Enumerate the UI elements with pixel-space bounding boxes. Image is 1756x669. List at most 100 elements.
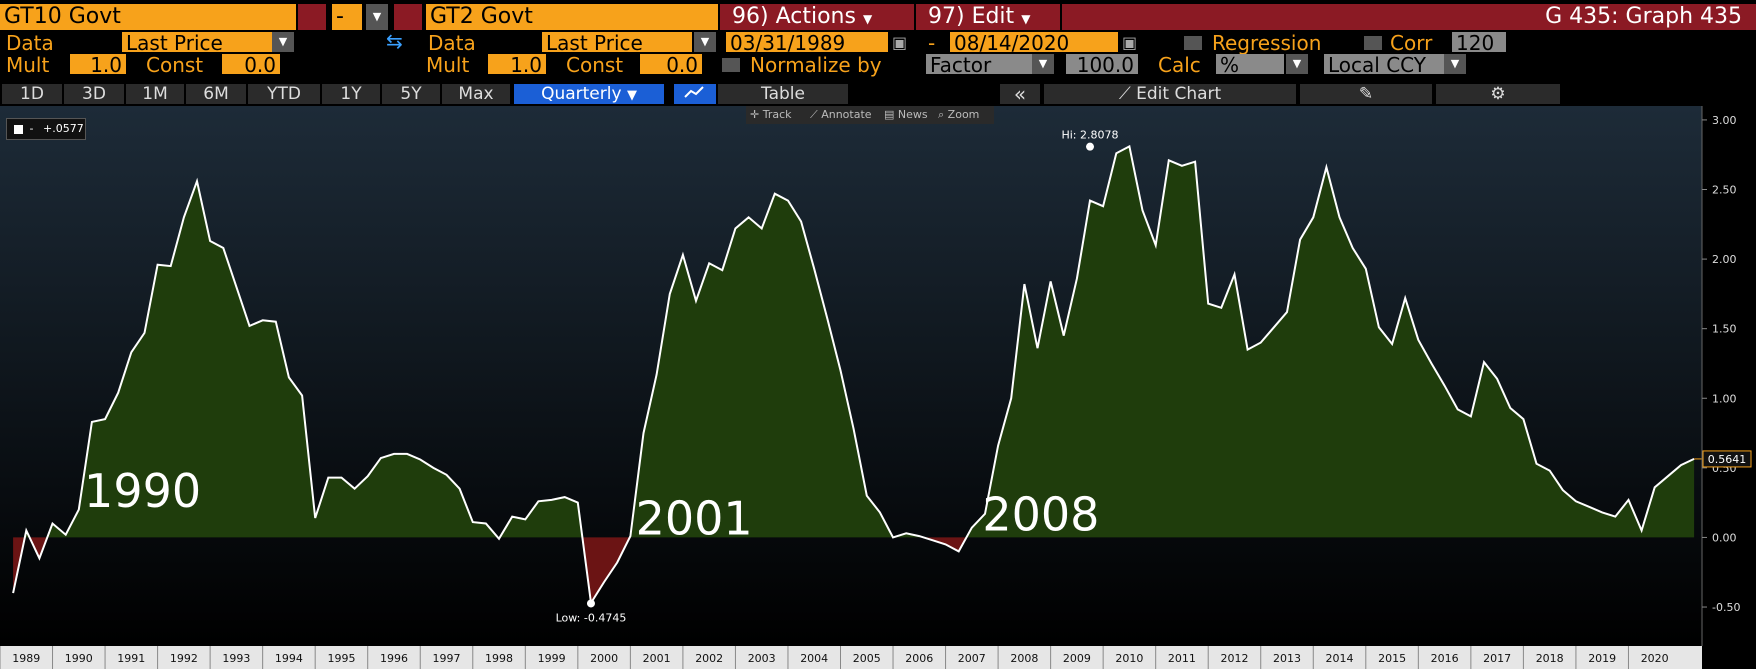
negative-area [29, 537, 48, 559]
field2-dropdown[interactable]: ▼ [694, 32, 716, 52]
ccy-select[interactable]: Local CCY [1324, 54, 1444, 76]
zoom-label: Zoom [947, 108, 980, 121]
legend-box[interactable]: - +.0577 [6, 118, 86, 140]
factor-value-input[interactable]: 100.0 [1066, 54, 1138, 76]
mult1-input[interactable]: 1.0 [70, 54, 126, 76]
actions-button[interactable]: 96) Actions ▼ [720, 4, 914, 30]
const-label-1: Const [146, 53, 204, 77]
low-marker [586, 599, 595, 608]
security1-field[interactable]: GT10 Govt [0, 4, 296, 30]
last-value-tag [1702, 450, 1752, 468]
edit-button[interactable]: 97) Edit ▼ [916, 4, 1060, 30]
regression-label: Regression [1212, 31, 1322, 55]
pencil-button[interactable]: ✎ [1300, 84, 1432, 104]
corr-value-input[interactable]: 120 [1452, 32, 1506, 54]
regression-checkbox[interactable] [1184, 36, 1202, 50]
ccy-dropdown[interactable]: ▼ [1444, 54, 1466, 74]
quarterly-label: Quarterly [541, 84, 622, 104]
const-label-2: Const [566, 53, 624, 77]
field2-select[interactable]: Last Price [542, 32, 692, 54]
edit-chart-button[interactable]: ⟋ Edit Chart [1044, 84, 1296, 104]
pen-icon: ⟋ [810, 108, 818, 121]
x-tick-label: 1999 [538, 652, 566, 665]
zoom-tool[interactable]: ⌕ Zoom [938, 106, 980, 124]
tab-1y[interactable]: 1Y [322, 84, 380, 104]
year-annotation: 2008 [982, 487, 1099, 541]
negative-area [923, 537, 967, 552]
tab-6m[interactable]: 6M [186, 84, 246, 104]
low-label: Low: -0.4745 [556, 611, 627, 624]
tab-1m[interactable]: 1M [126, 84, 184, 104]
chevron-down-icon: ▼ [862, 12, 873, 26]
corr-label: Corr [1390, 31, 1433, 55]
last-value-label: 0.5641 [1708, 453, 1747, 466]
calc-select[interactable]: % [1216, 54, 1284, 76]
x-tick-label: 2015 [1378, 652, 1406, 665]
news-tool[interactable]: ▤ News [884, 106, 928, 124]
edit-chart-icon: ⟋ [1118, 84, 1131, 104]
magnifier-icon: ⌕ [938, 108, 945, 121]
start-date-input[interactable]: 03/31/1989 [726, 32, 888, 54]
swap-icon[interactable]: ⇆ [386, 29, 403, 53]
quarterly-select[interactable]: Quarterly ▼ [514, 84, 664, 104]
track-label: Track [762, 108, 792, 121]
mult2-input[interactable]: 1.0 [488, 54, 546, 76]
actions-label: 96) Actions [732, 4, 856, 29]
spread-chart[interactable]: 3.002.502.001.501.000.500.00-0.50 Hi: 2.… [0, 106, 1756, 669]
positive-area [966, 146, 1695, 538]
y-tick-label: 2.00 [1712, 253, 1737, 266]
field1-dropdown[interactable]: ▼ [272, 32, 294, 52]
calendar-icon[interactable]: ▣ [892, 33, 908, 52]
x-tick-label: 1994 [275, 652, 303, 665]
factor-select[interactable]: Factor [926, 54, 1034, 76]
x-tick-label: 2018 [1536, 652, 1564, 665]
line-chart-button[interactable] [674, 84, 716, 104]
high-marker [1086, 142, 1095, 151]
corr-checkbox[interactable] [1364, 36, 1382, 50]
x-tick-label: 1989 [12, 652, 40, 665]
const2-input[interactable]: 0.0 [640, 54, 702, 76]
edit-chart-label: Edit Chart [1136, 84, 1222, 104]
normalize-checkbox[interactable] [722, 58, 740, 72]
x-tick-label: 2000 [590, 652, 618, 665]
security2-field[interactable]: GT2 Govt [426, 4, 718, 30]
x-tick-label: 2010 [1115, 652, 1143, 665]
collapse-button[interactable]: « [1000, 84, 1040, 104]
mult-label-2: Mult [426, 53, 470, 77]
factor-dropdown[interactable]: ▼ [1032, 54, 1054, 74]
tab-max[interactable]: Max [442, 84, 510, 104]
x-tick-label: 2003 [748, 652, 776, 665]
operator-field[interactable]: - [332, 4, 362, 30]
end-date-input[interactable]: 08/14/2020 [950, 32, 1118, 54]
field1-select[interactable]: Last Price [122, 32, 272, 54]
calendar-icon[interactable]: ▣ [1122, 33, 1138, 52]
x-tick-label: 2019 [1588, 652, 1616, 665]
x-tick-label: 2004 [800, 652, 828, 665]
chevron-down-icon: ▼ [626, 88, 637, 103]
data-label-2: Data [428, 31, 476, 55]
data-label-1: Data [6, 31, 54, 55]
tab-5y[interactable]: 5Y [382, 84, 440, 104]
x-tick-label: 1997 [433, 652, 461, 665]
x-tick-label: 2008 [1010, 652, 1038, 665]
x-tick-label: 1995 [328, 652, 356, 665]
track-tool[interactable]: ✛ Track [750, 106, 792, 124]
calc-dropdown[interactable]: ▼ [1286, 54, 1308, 74]
const1-input[interactable]: 0.0 [222, 54, 280, 76]
operator-dropdown[interactable]: ▼ [366, 4, 388, 30]
legend-swatch [14, 124, 23, 134]
x-tick-label: 2020 [1641, 652, 1669, 665]
annotate-tool[interactable]: ⟋ Annotate [810, 106, 872, 124]
y-tick-label: 1.50 [1712, 323, 1737, 336]
table-button[interactable]: Table [718, 84, 848, 104]
x-tick-label: 2009 [1063, 652, 1091, 665]
crosshair-icon: ✛ [750, 108, 760, 121]
tab-3d[interactable]: 3D [64, 84, 124, 104]
series-line [12, 144, 1695, 606]
legend-dash: - [29, 122, 34, 135]
tab-1d[interactable]: 1D [2, 84, 62, 104]
normalize-label: Normalize by [750, 53, 882, 77]
tab-ytd[interactable]: YTD [248, 84, 320, 104]
x-tick-label: 1990 [65, 652, 93, 665]
settings-button[interactable]: ⚙ [1436, 84, 1560, 104]
